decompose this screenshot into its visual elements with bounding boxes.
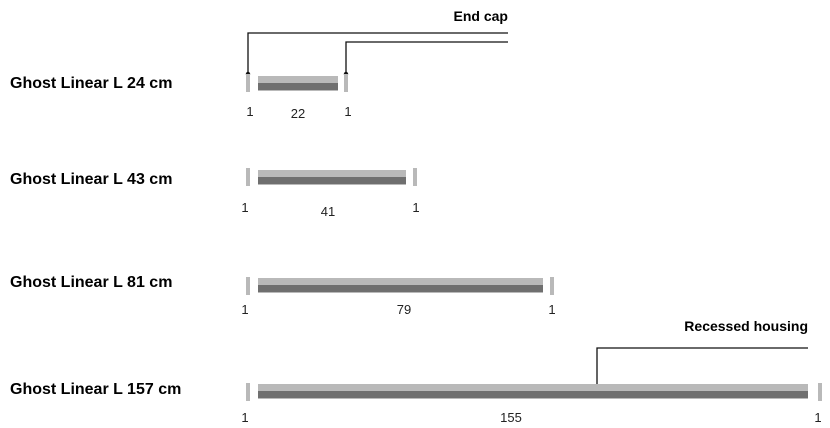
dim-cap-right: 1	[412, 200, 419, 215]
end-cap-right	[550, 277, 554, 295]
row-157cm: Ghost Linear L 157 cm 1 155 1	[10, 381, 822, 425]
dim-body: 79	[397, 302, 411, 317]
dim-body: 155	[500, 410, 522, 425]
dim-body: 41	[321, 204, 335, 219]
end-cap-right	[344, 74, 348, 92]
housing-dark	[258, 83, 338, 90]
housing-dark	[258, 177, 406, 184]
housing-dark	[258, 391, 808, 398]
dim-body: 22	[291, 106, 305, 121]
end-cap-right	[413, 168, 417, 186]
row-label: Ghost Linear L 24 cm	[10, 75, 172, 92]
end-cap-left	[246, 383, 250, 401]
dim-cap-left: 1	[241, 302, 248, 317]
row-24cm: Ghost Linear L 24 cm 1 22 1	[10, 74, 352, 121]
dim-cap-right: 1	[548, 302, 555, 317]
end-cap-leader-left	[247, 32, 508, 74]
row-label: Ghost Linear L 43 cm	[10, 171, 172, 188]
row-label: Ghost Linear L 81 cm	[10, 274, 172, 291]
dim-cap-right: 1	[344, 104, 351, 119]
end-cap-callout-label: End cap	[454, 8, 508, 24]
end-cap-left	[246, 277, 250, 295]
end-cap-leader-lines	[247, 32, 508, 74]
end-cap-leader-right	[345, 41, 508, 74]
recessed-housing-leader	[596, 347, 808, 391]
row-43cm: Ghost Linear L 43 cm 1 41 1	[10, 168, 420, 219]
dim-cap-left: 1	[241, 410, 248, 425]
dim-cap-left: 1	[246, 104, 253, 119]
recessed-housing-callout-label: Recessed housing	[684, 318, 808, 334]
housing-dark	[258, 285, 543, 292]
row-label: Ghost Linear L 157 cm	[10, 381, 181, 398]
row-81cm: Ghost Linear L 81 cm 1 79 1	[10, 274, 556, 317]
end-cap-right	[818, 383, 822, 401]
end-cap-left	[246, 168, 250, 186]
end-cap-left	[246, 74, 250, 92]
dim-cap-right: 1	[814, 410, 821, 425]
dim-cap-left: 1	[241, 200, 248, 215]
